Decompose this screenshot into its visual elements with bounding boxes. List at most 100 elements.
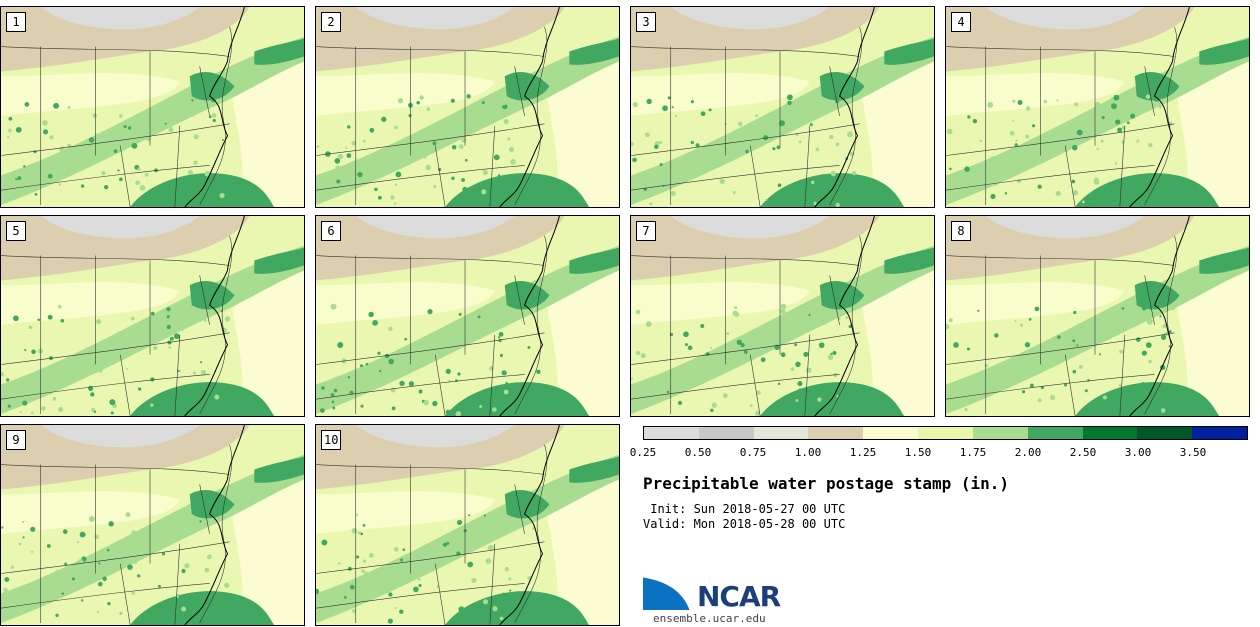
very-dry-region <box>985 216 1145 239</box>
colorbar-tick-label: 2.00 <box>1014 446 1042 459</box>
map-panel-7: 7 <box>630 215 935 417</box>
moisture-speck <box>493 154 500 161</box>
state-boundary <box>631 255 860 266</box>
moisture-speck <box>772 147 776 151</box>
moisture-speck <box>710 408 714 413</box>
colorbar-tick-label: 3.00 <box>1124 446 1152 459</box>
moisture-speck <box>28 325 33 330</box>
moisture-speck <box>166 307 171 312</box>
moisture-speck <box>368 552 374 558</box>
moisture-speck <box>795 361 801 368</box>
moisture-speck <box>52 397 57 401</box>
state-boundary <box>119 145 131 207</box>
moisture-speck <box>224 582 230 588</box>
moisture-speck <box>1014 143 1018 147</box>
moisture-speck <box>1081 200 1085 204</box>
moisture-speck <box>489 118 495 123</box>
moisture-speck <box>830 170 837 177</box>
moisture-speck <box>31 349 36 355</box>
moisture-speck <box>30 550 34 553</box>
moisture-speck <box>1076 344 1079 347</box>
state-boundary <box>514 66 525 116</box>
moisture-speck <box>169 336 174 341</box>
state-boundary <box>1 165 210 191</box>
moisture-speck <box>379 369 382 373</box>
moisture-speck <box>835 142 840 147</box>
moisture-speck <box>362 589 366 593</box>
state-boundary <box>1 374 210 400</box>
moisture-speck <box>479 405 483 409</box>
moisture-speck <box>106 548 110 552</box>
moisture-speck <box>1112 110 1116 114</box>
moisture-speck <box>138 387 142 391</box>
moisture-speck <box>395 171 402 178</box>
colorbar-swatch <box>1027 427 1083 439</box>
moisture-speck <box>536 594 542 601</box>
moisture-speck <box>1100 139 1104 143</box>
state-boundary <box>514 444 548 624</box>
map-panel-5: 5 <box>0 215 305 417</box>
moisture-speck <box>1034 154 1040 159</box>
coastline <box>184 7 245 207</box>
dry-region <box>316 216 565 281</box>
moisture-speck <box>64 562 68 566</box>
moisture-speck <box>495 602 501 607</box>
moisture-speck <box>631 141 634 147</box>
moisture-speck <box>787 100 792 106</box>
moisture-speck <box>399 380 405 387</box>
moisture-speck <box>461 178 465 182</box>
moisture-speck <box>458 144 464 150</box>
moisture-speck <box>835 202 841 207</box>
panel-number: 3 <box>636 12 656 32</box>
moisture-speck <box>95 133 99 137</box>
moisture-speck <box>809 123 813 127</box>
moisture-speck <box>432 400 438 407</box>
moisture-speck <box>169 125 173 128</box>
moisture-speck <box>813 201 817 206</box>
moisture-speck <box>726 332 730 336</box>
moisture-speck <box>742 135 747 140</box>
moisture-speck <box>351 141 356 146</box>
moisture-speck <box>536 369 541 374</box>
moisture-speck <box>483 514 486 517</box>
moisture-speck <box>1159 315 1162 318</box>
moisture-speck <box>92 113 98 118</box>
state-boundary <box>946 255 1175 266</box>
moisture-speck <box>330 393 335 397</box>
state-boundary <box>631 332 860 365</box>
moisture-speck <box>708 108 712 112</box>
moisture-speck <box>144 172 149 177</box>
very-dry-region <box>355 216 515 239</box>
moist-core <box>254 456 304 483</box>
moisture-speck <box>815 147 820 152</box>
moisture-speck <box>636 309 641 315</box>
moisture-speck <box>98 562 101 565</box>
moisture-speck <box>30 526 36 532</box>
moist-band <box>631 245 934 415</box>
state-boundary <box>489 125 496 207</box>
state-boundary <box>514 235 548 415</box>
moisture-speck <box>829 134 834 140</box>
moisture-speck <box>226 597 232 603</box>
moist-band <box>946 245 1249 415</box>
moisture-speck <box>60 319 65 323</box>
moisture-speck <box>724 122 727 126</box>
moisture-speck <box>685 343 688 347</box>
moisture-speck <box>1024 342 1031 348</box>
moisture-speck <box>1158 105 1162 109</box>
moist-core <box>884 38 934 65</box>
moisture-speck <box>1119 394 1125 399</box>
moisture-speck <box>119 611 123 615</box>
state-boundary <box>434 145 446 207</box>
moisture-speck <box>193 371 197 375</box>
moisture-speck <box>1115 119 1121 125</box>
moisture-speck <box>755 114 758 118</box>
state-boundary <box>804 125 811 207</box>
moisture-speck <box>90 392 95 397</box>
moisture-speck <box>361 569 365 573</box>
moisture-speck <box>690 100 695 104</box>
moisture-speck <box>1110 97 1114 100</box>
moisture-speck <box>1028 317 1032 321</box>
moisture-speck <box>1049 394 1056 401</box>
moisture-speck <box>372 319 378 326</box>
